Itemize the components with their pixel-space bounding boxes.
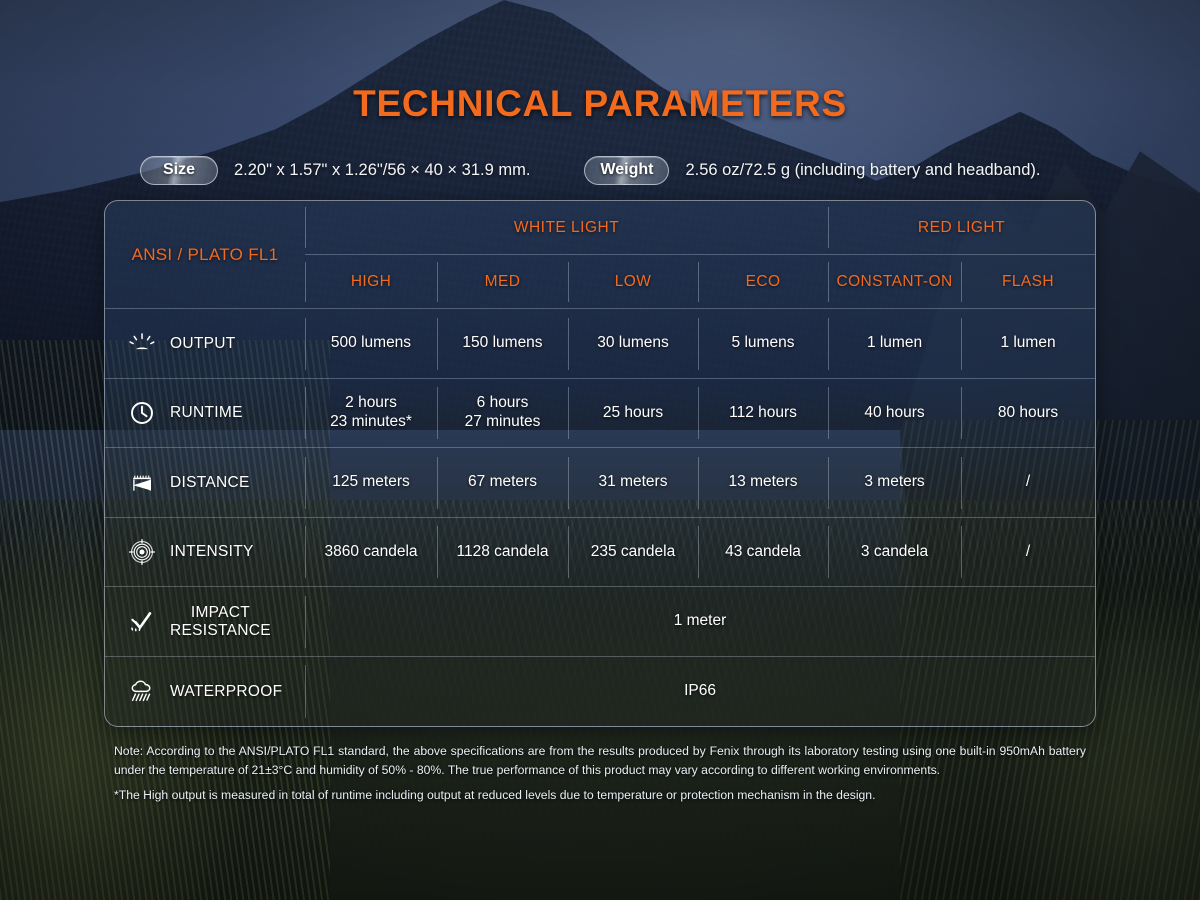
- cell-intensity-med: 1128 candela: [437, 516, 568, 587]
- footnote-line-1: Note: According to the ANSI/PLATO FL1 st…: [114, 744, 1086, 777]
- cell-intensity-eco: 43 candela: [698, 516, 829, 587]
- row-label-runtime: RUNTIME: [105, 377, 305, 448]
- table-row: WATERPROOF IP66: [105, 655, 1095, 726]
- weight-value: 2.56 oz/72.5 g (including battery and he…: [685, 160, 1041, 179]
- cell-runtime-flash: 80 hours: [961, 377, 1095, 448]
- specification-table: ANSI / PLATO FL1 WHITE LIGHT RED LIGHT H…: [105, 201, 1095, 726]
- target-rings-icon: [127, 537, 157, 567]
- specification-panel: ANSI / PLATO FL1 WHITE LIGHT RED LIGHT H…: [104, 200, 1096, 727]
- table-mode-header-row: HIGH MED LOW ECO CONSTANT-ON FLASH: [105, 254, 1095, 309]
- sun-burst-icon: [127, 329, 157, 359]
- cell-runtime-eco: 112 hours: [698, 377, 829, 448]
- row-label-text: INTENSITY: [170, 543, 254, 561]
- row-label-output: OUTPUT: [105, 308, 305, 379]
- cell-intensity-constant-on: 3 candela: [828, 516, 962, 587]
- size-value: 2.20" x 1.57" x 1.26"/56 × 40 × 31.9 mm.: [234, 160, 531, 179]
- cell-output-constant-on: 1 lumen: [828, 308, 962, 379]
- size-badge: Size: [140, 155, 218, 185]
- row-label-impact-resistance: IMPACT RESISTANCE: [105, 586, 305, 657]
- footnote: Note: According to the ANSI/PLATO FL1 st…: [114, 742, 1086, 805]
- row-label-distance: DISTANCE: [105, 447, 305, 518]
- cell-intensity-low: 235 candela: [568, 516, 698, 587]
- standard-label: ANSI / PLATO FL1: [131, 244, 279, 264]
- cell-runtime-constant-on: 40 hours: [828, 377, 962, 448]
- cell-intensity-high: 3860 candela: [305, 516, 437, 587]
- row-label-text: RUNTIME: [170, 404, 243, 422]
- row-label-text: IMPACT RESISTANCE: [170, 604, 271, 639]
- cell-distance-med: 67 meters: [437, 447, 568, 518]
- mode-header-eco: ECO: [698, 254, 829, 309]
- mode-header-med: MED: [437, 254, 568, 309]
- row-label-text: OUTPUT: [170, 334, 236, 352]
- cell-distance-flash: /: [961, 447, 1095, 518]
- group-header-red-light: RED LIGHT: [828, 201, 1095, 255]
- beam-distance-icon: [127, 468, 157, 498]
- size-weight-line: Size 2.20" x 1.57" x 1.26"/56 × 40 × 31.…: [140, 155, 1080, 185]
- table-row: IMPACT RESISTANCE 1 meter: [105, 586, 1095, 657]
- cell-runtime-low: 25 hours: [568, 377, 698, 448]
- impact-check-icon: [127, 607, 157, 637]
- table-row: OUTPUT 500 lumens 150 lumens 30 lumens 5…: [105, 308, 1095, 379]
- cell-distance-low: 31 meters: [568, 447, 698, 518]
- mode-header-high: HIGH: [305, 254, 437, 309]
- mode-header-constant-on: CONSTANT-ON: [828, 254, 962, 309]
- cell-distance-constant-on: 3 meters: [828, 447, 962, 518]
- row-label-intensity: INTENSITY: [105, 516, 305, 587]
- cell-runtime-high: 2 hours 23 minutes*: [305, 377, 437, 448]
- group-header-white-light: WHITE LIGHT: [305, 201, 828, 255]
- cell-intensity-flash: /: [961, 516, 1095, 587]
- row-label-waterproof: WATERPROOF: [105, 655, 305, 726]
- cell-output-high: 500 lumens: [305, 308, 437, 379]
- mode-header-low: LOW: [568, 254, 698, 309]
- cell-distance-high: 125 meters: [305, 447, 437, 518]
- weight-badge: Weight: [584, 155, 670, 185]
- cell-waterproof-value: IP66: [305, 655, 1095, 726]
- table-row: RUNTIME 2 hours 23 minutes* 6 hours 27 m…: [105, 377, 1095, 448]
- cell-output-med: 150 lumens: [437, 308, 568, 379]
- row-label-text: DISTANCE: [170, 473, 250, 491]
- table-row: DISTANCE 125 meters 67 meters 31 meters …: [105, 447, 1095, 518]
- row-label-text: WATERPROOF: [170, 682, 283, 700]
- table-row: INTENSITY 3860 candela 1128 candela 235 …: [105, 516, 1095, 587]
- table-group-header-row: ANSI / PLATO FL1 WHITE LIGHT RED LIGHT: [105, 201, 1095, 264]
- rain-cloud-icon: [127, 676, 157, 706]
- cell-impact-resistance-value: 1 meter: [305, 586, 1095, 657]
- cell-runtime-med: 6 hours 27 minutes: [437, 377, 568, 448]
- cell-output-eco: 5 lumens: [698, 308, 829, 379]
- cell-output-flash: 1 lumen: [961, 308, 1095, 379]
- page-title: TECHNICAL PARAMETERS: [353, 83, 847, 124]
- cell-distance-eco: 13 meters: [698, 447, 829, 518]
- mode-header-flash: FLASH: [961, 254, 1095, 309]
- footnote-line-2: *The High output is measured in total of…: [114, 788, 876, 803]
- cell-output-low: 30 lumens: [568, 308, 698, 379]
- clock-icon: [127, 398, 157, 428]
